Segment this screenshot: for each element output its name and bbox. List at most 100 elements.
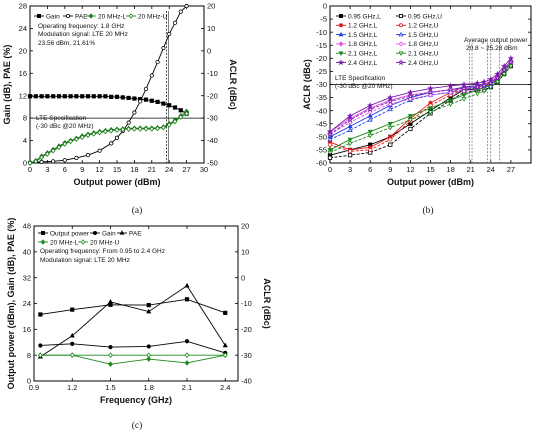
x-tick-label: 3 (348, 165, 352, 174)
annotation: Operating frequency: 1.8 GHz (38, 23, 124, 30)
marker-square (178, 108, 183, 113)
marker-triangle-down (461, 97, 467, 102)
series-pae (27, 3, 189, 165)
marker-star (397, 59, 405, 66)
legend-label: 1.5 GHz,U (408, 32, 439, 39)
y2-tick-label: -30 (241, 351, 252, 360)
caption-b: (b) (422, 205, 433, 216)
marker-circle (93, 230, 98, 235)
y2-tick-label: -20 (207, 91, 218, 100)
marker-circle (109, 141, 114, 146)
y2-tick-label: 10 (207, 24, 215, 33)
marker-circle (85, 153, 91, 158)
marker-star (480, 82, 488, 89)
marker-square (120, 95, 125, 100)
marker-triangle-down (347, 137, 353, 143)
marker-circle (143, 86, 149, 92)
marker-triangle-down (427, 110, 434, 115)
marker-square (85, 94, 91, 99)
marker-diamond (80, 239, 86, 245)
y2-tick-label: -10 (241, 299, 252, 308)
marker-square (388, 142, 393, 147)
series-20-mhz-u (37, 352, 228, 358)
marker-square (70, 307, 75, 312)
marker-square (347, 153, 353, 158)
marker-square (146, 303, 151, 308)
series-line (329, 63, 512, 152)
marker-square (74, 94, 79, 99)
marker-triangle (107, 299, 114, 304)
marker-star (367, 106, 374, 113)
marker-circle (178, 9, 183, 14)
y2-tick-label: -30 (207, 114, 218, 123)
y-tick-label: -35 (316, 93, 327, 102)
y-tick-label: -40 (316, 106, 327, 115)
marker-circle (388, 137, 393, 142)
caption-c: (c) (132, 420, 143, 431)
marker-square (114, 94, 120, 99)
marker-diamond (126, 126, 131, 132)
marker-diamond (146, 356, 152, 362)
marker-square (41, 230, 46, 235)
marker-diamond (85, 132, 91, 139)
marker-circle (146, 344, 151, 349)
marker-square (126, 95, 131, 101)
marker-star (507, 58, 515, 65)
marker-triangle (347, 127, 353, 133)
marker-square (109, 94, 114, 99)
x-axis-label: Output power (dBm) (74, 177, 161, 187)
marker-diamond (108, 127, 114, 134)
x-tick-label: 1.2 (67, 383, 77, 392)
marker-triangle (367, 116, 373, 122)
marker-circle (368, 147, 373, 153)
marker-circle (155, 59, 160, 65)
marker-diamond (178, 114, 184, 120)
annotation: 20.8 ~ 25.28 dBm (466, 45, 518, 52)
legend-label: 1.2 GHz,U (408, 23, 439, 30)
x-tick-label: 27 (182, 165, 190, 174)
marker-square (27, 94, 33, 99)
y-tick-label: 8 (27, 351, 31, 360)
y2-tick-label: -50 (207, 159, 218, 168)
marker-diamond (184, 352, 190, 358)
marker-square (223, 310, 228, 315)
marker-triangle-down (488, 85, 494, 90)
marker-triangle-down (387, 125, 393, 131)
y-tick-label: 48 (23, 222, 31, 231)
marker-star (326, 130, 334, 137)
y-tick-label: 20 (19, 46, 27, 55)
marker-diamond (103, 128, 108, 135)
series-20-mhz-u (27, 110, 189, 166)
marker-triangle-down (494, 80, 501, 85)
x-tick-label: 6 (368, 165, 372, 174)
marker-diamond (149, 126, 155, 132)
marker-star (501, 66, 508, 73)
marker-diamond (50, 147, 56, 154)
y-tick-label: 8 (23, 114, 27, 123)
series-line (40, 340, 226, 354)
annotation: 23.56 dBm, 21.61% (38, 40, 95, 47)
marker-square (143, 97, 149, 102)
legend-label: PAE (75, 13, 88, 20)
y-axis-label: Output power (dBm), Gain (dB), PAE (%) (6, 218, 16, 390)
marker-square (80, 94, 85, 99)
series-line (29, 111, 187, 164)
legend-label: 20 MHz-U (90, 239, 120, 246)
marker-star (337, 59, 345, 66)
y-axis-label: Gain (dB), PAE (%) (2, 45, 12, 125)
marker-triangle-down (347, 141, 353, 147)
marker-square (338, 13, 343, 18)
x-tick-label: 0 (28, 165, 32, 174)
marker-triangle (119, 230, 125, 235)
marker-square (51, 94, 56, 99)
marker-square (38, 312, 43, 317)
marker-circle (149, 73, 154, 78)
series-pae (37, 282, 228, 359)
legend-label: 1.8 GHz,L (348, 41, 378, 48)
marker-square (167, 103, 172, 108)
marker-triangle (338, 31, 344, 37)
marker-diamond (56, 144, 62, 151)
marker-triangle (398, 31, 404, 37)
y-tick-label: 0 (23, 159, 27, 168)
marker-diamond (166, 122, 172, 128)
